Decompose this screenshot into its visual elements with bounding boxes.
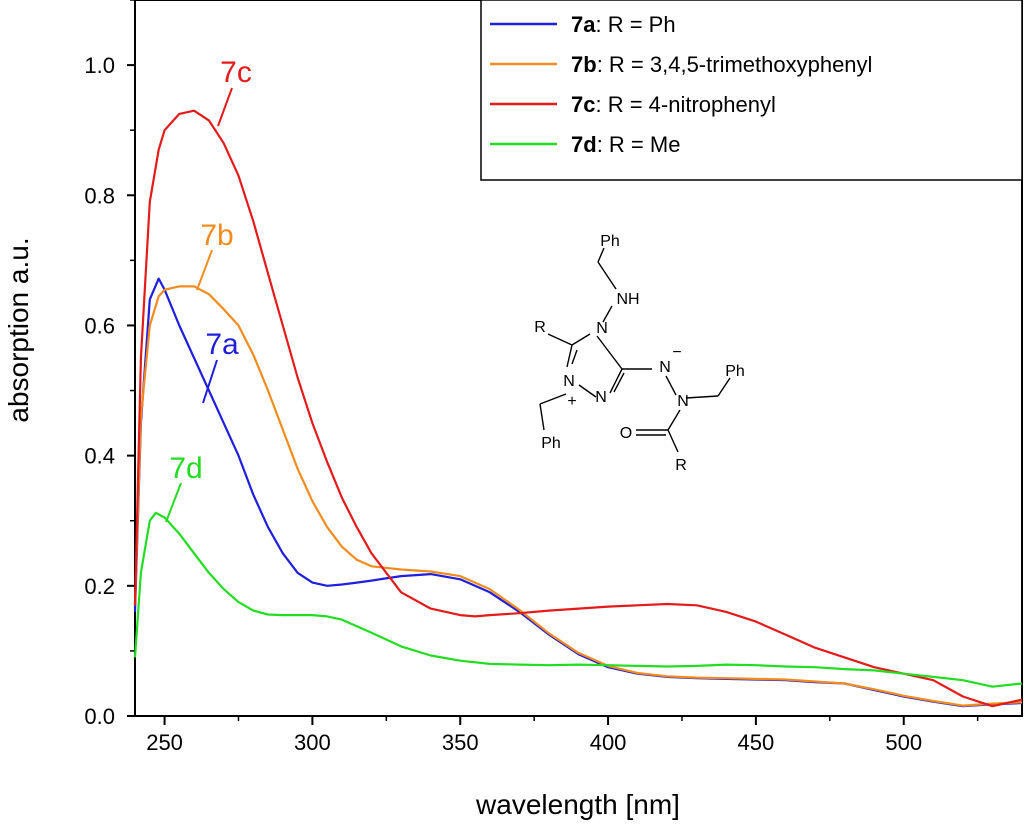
x-axis-title: wavelength [nm] [475, 789, 680, 820]
x-tick-label: 450 [738, 730, 775, 755]
structure-label: R [675, 457, 687, 474]
curve-annotations: 7c 7b 7a 7d [169, 56, 252, 485]
x-axis-ticks: 250 300 350 400 450 500 [146, 716, 979, 755]
y-tick-label: 0.8 [84, 183, 115, 208]
legend-label-7c: 7c: R = 4-nitrophenyl [571, 92, 776, 117]
structure-label: N [677, 393, 689, 410]
curve-label-7d: 7d [169, 452, 202, 485]
y-axis-ticks: 0.0 0.2 0.4 0.6 0.8 1.0 [84, 0, 135, 729]
structure-label: R [534, 319, 546, 336]
x-tick-label: 300 [294, 730, 331, 755]
structure-label: N [595, 389, 607, 406]
structure-label: O [620, 425, 632, 442]
legend-box [480, 0, 1023, 181]
structure-label: N [563, 373, 575, 390]
x-tick-label: 350 [442, 730, 479, 755]
structure-label: Ph [600, 233, 620, 250]
structure-label: NH [616, 291, 639, 308]
plot-frame [134, 0, 1023, 717]
chemical-structure [539, 247, 731, 453]
leader-line-7a [202, 359, 218, 404]
leader-line-7c [217, 87, 233, 127]
curve-label-7a: 7a [205, 328, 239, 361]
x-tick-label: 500 [885, 730, 922, 755]
structure-label: N [596, 320, 608, 337]
leader-line-7b [196, 249, 213, 291]
x-tick-label: 400 [590, 730, 627, 755]
spectra-curves [133, 109, 1023, 708]
curve-label-7b: 7b [200, 219, 233, 252]
structure-label: + [567, 393, 576, 410]
leader-line-7d [165, 482, 182, 523]
structure-label: N [659, 359, 671, 376]
structure-label: Ph [725, 363, 745, 380]
y-tick-label: 0.2 [84, 574, 115, 599]
y-axis-title: absorption a.u. [3, 237, 34, 422]
y-tick-label: 0.0 [84, 704, 115, 729]
y-tick-label: 1.0 [84, 53, 115, 78]
structure-label: − [672, 344, 681, 361]
y-tick-label: 0.4 [84, 444, 115, 469]
legend-label-7d: 7d: R = Me [571, 132, 680, 157]
structure-label: Ph [541, 435, 561, 452]
legend: 7a: R = Ph 7b: R = 3,4,5-trimethoxyphenyl… [480, 0, 1023, 181]
series-line-7b [133, 285, 1023, 707]
legend-label-7b: 7b: R = 3,4,5-trimethoxyphenyl [571, 52, 872, 77]
curve-leader-lines [165, 87, 233, 523]
series-line-7c [133, 109, 1023, 708]
x-tick-label: 250 [146, 730, 183, 755]
legend-label-7a: 7a: R = Ph [571, 12, 676, 37]
y-tick-label: 0.6 [84, 313, 115, 338]
series-line-7a [133, 277, 1023, 708]
curve-label-7c: 7c [220, 56, 252, 89]
series-line-7d [133, 511, 1023, 688]
